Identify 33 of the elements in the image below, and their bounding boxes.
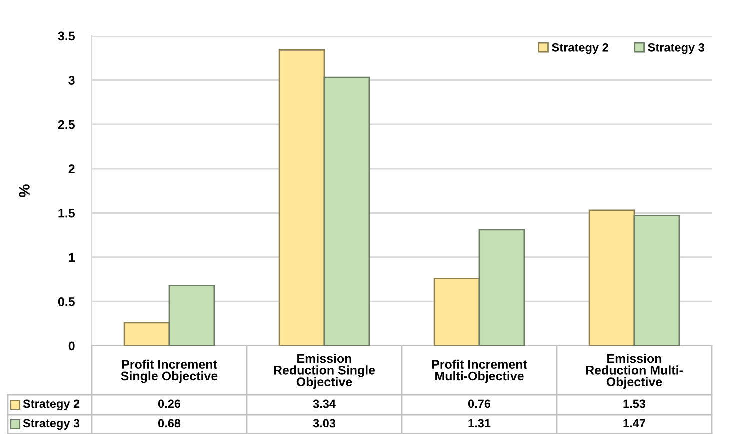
x-tick-label: Emission Reduction Single Objective <box>274 354 376 390</box>
data-label: 0.68 <box>158 419 181 428</box>
x-tick-label: Profit Increment Multi-Objective <box>432 360 528 384</box>
data-label: 3.03 <box>313 419 336 428</box>
y-axis-title: % <box>19 184 30 198</box>
data-label: 1.31 <box>468 419 491 428</box>
bar <box>634 215 680 346</box>
y-tick-label: 2.5 <box>58 120 75 130</box>
y-tick-label: 3 <box>68 76 75 85</box>
y-tick-label: 1 <box>69 253 75 262</box>
bar <box>588 210 636 346</box>
y-tick-label: 2 <box>68 164 75 174</box>
text: Strategy 2 <box>23 400 80 410</box>
data-label: 1.47 <box>624 419 646 428</box>
bar <box>434 278 480 346</box>
text: Strategy 3 <box>23 419 80 430</box>
bar <box>168 285 216 346</box>
data-label: 1.53 <box>624 400 646 408</box>
legend-label: Strategy 3 <box>648 43 704 54</box>
x-tick-label: Emission Reduction Multi-Objective <box>586 354 683 389</box>
bar <box>278 49 326 346</box>
x-tick-label: Profit Increment Single Objective <box>121 360 218 384</box>
y-tick-label: 0.5 <box>58 298 75 306</box>
legend-label: Strategy 2 <box>552 43 608 54</box>
data-label: 0.26 <box>158 400 181 408</box>
data-label: 0.76 <box>468 400 491 408</box>
y-tick-label: 3.5 <box>58 32 75 41</box>
y-tick-label: 1.5 <box>58 209 75 218</box>
bar <box>324 76 370 346</box>
bar <box>478 229 526 346</box>
bar <box>124 322 170 346</box>
data-label: 3.34 <box>313 400 336 408</box>
y-tick-label: 0 <box>68 342 75 351</box>
